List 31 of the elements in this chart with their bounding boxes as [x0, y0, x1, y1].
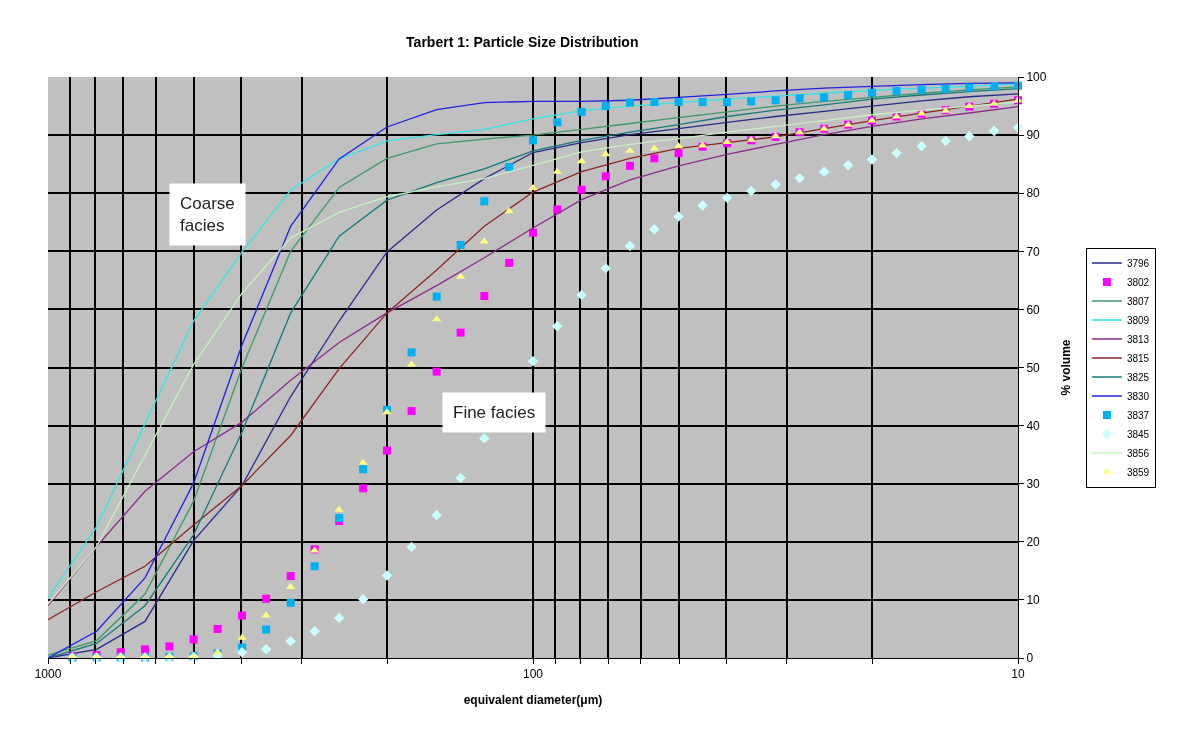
legend-label: 3830 — [1126, 390, 1150, 402]
annotation: Fine facies — [453, 403, 536, 422]
y-tick-label: 80 — [1026, 186, 1041, 201]
legend-label: 3809 — [1126, 314, 1150, 326]
legend-label: 3845 — [1126, 428, 1150, 440]
y-tick-label: 100 — [1026, 70, 1047, 85]
legend-label: 3796 — [1126, 257, 1150, 269]
y-tick-label: 60 — [1026, 302, 1041, 317]
y-tick-label: 70 — [1026, 244, 1041, 259]
y-axis-title: % volume — [1058, 339, 1073, 396]
y-tick-label: 50 — [1026, 360, 1041, 375]
legend-label: 3815 — [1126, 352, 1150, 364]
x-tick-label: 1000 — [34, 667, 62, 682]
y-tick-label: 20 — [1026, 535, 1041, 549]
y-tick-label: 40 — [1026, 418, 1041, 433]
x-tick-label: 100 — [522, 667, 544, 682]
y-tick-label: 10 — [1026, 593, 1041, 608]
x-axis-title: equivalent diameter(μm) — [463, 693, 603, 708]
legend-label: 3859 — [1126, 466, 1150, 478]
chart-title: Tarbert 1: Particle Size Distribution — [406, 34, 639, 51]
legend-label: 3856 — [1126, 447, 1150, 459]
y-tick-label: 90 — [1026, 128, 1041, 143]
legend-label: 3825 — [1126, 371, 1150, 383]
legend-label: 3802 — [1126, 276, 1150, 288]
annotation: Coarse facies — [180, 194, 235, 236]
x-tick-label: 10 — [1011, 667, 1025, 682]
legend-label: 3813 — [1126, 333, 1150, 345]
y-tick-label: 0 — [1026, 651, 1034, 666]
y-tick-label: 30 — [1026, 476, 1041, 491]
legend-label: 3837 — [1126, 409, 1150, 421]
legend-label: 3807 — [1126, 295, 1150, 307]
